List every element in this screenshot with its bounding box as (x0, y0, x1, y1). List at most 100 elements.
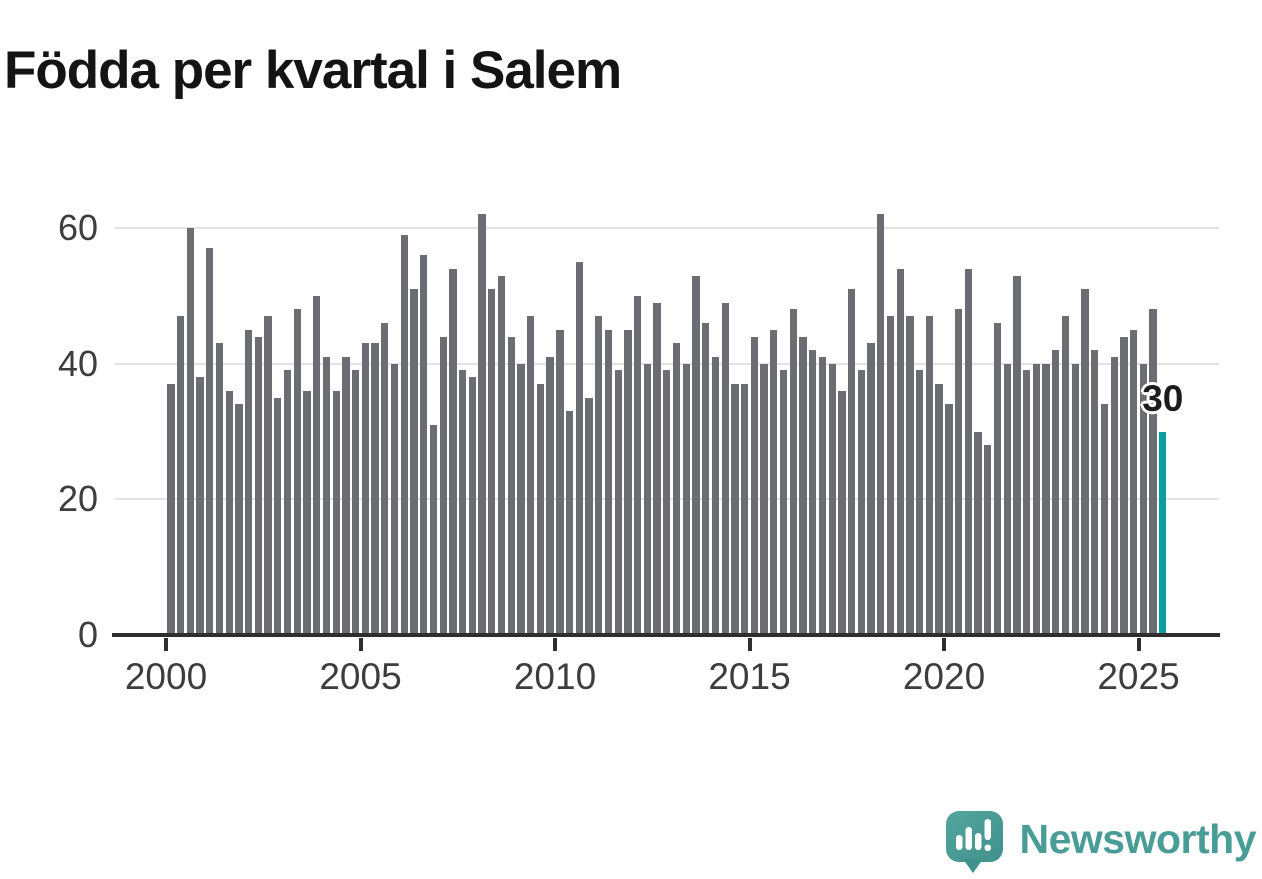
bar-2013-Q1 (672, 343, 681, 635)
bar-2010-Q1 (556, 329, 564, 635)
bar-2018-Q1 (867, 343, 875, 635)
bar-2012-Q1 (634, 295, 642, 635)
bar-2003-Q2 (293, 309, 301, 635)
x-axis-label-2005: 2005 (319, 656, 402, 697)
bar-2017-Q3 (847, 289, 856, 635)
bar-2008-Q1 (478, 214, 486, 635)
bar-2025-Q1 (1139, 363, 1147, 635)
bar-2016-Q3 (809, 350, 817, 635)
bar-2001-Q2 (215, 343, 224, 635)
bar-2020-Q1 (945, 404, 953, 635)
y-axis-label-40: 40 (57, 342, 98, 384)
bar-2001-Q1 (206, 248, 214, 635)
bar-2021-Q4 (1013, 275, 1021, 635)
bar-2018-Q2 (877, 214, 885, 635)
newsworthy-logo-icon (945, 811, 1003, 873)
bar-2021-Q1 (984, 445, 992, 635)
bar-2000-Q2 (176, 316, 185, 635)
bar-2000-Q4 (196, 377, 204, 635)
bar-2013-Q4 (702, 322, 710, 635)
bar-2011-Q1 (595, 316, 603, 635)
bar-2000-Q1 (167, 384, 175, 635)
chart-title: Födda per kvartal i Salem (4, 40, 622, 100)
bar-2023-Q1 (1061, 316, 1070, 635)
bar-2004-Q4 (351, 370, 360, 635)
bar-2009-Q4 (546, 356, 554, 635)
bar-2021-Q2 (993, 322, 1002, 635)
bar-2012-Q3 (653, 302, 661, 635)
bar-2016-Q2 (799, 336, 807, 635)
bar-2014-Q3 (731, 384, 739, 635)
x-axis-tick-2015 (747, 638, 752, 651)
x-axis-label-2000: 2000 (124, 656, 208, 697)
bar-2000-Q3 (186, 228, 194, 635)
x-axis-label-2015: 2015 (708, 656, 791, 697)
bar-2015-Q2 (760, 363, 768, 635)
bar-2007-Q1 (439, 336, 447, 635)
bar-2024-Q1 (1100, 404, 1109, 635)
bar-2002-Q1 (245, 329, 253, 635)
bar-2017-Q1 (828, 363, 836, 635)
x-axis-label-2010: 2010 (513, 656, 597, 697)
bar-2011-Q3 (614, 370, 622, 635)
bar-2006-Q3 (420, 255, 428, 635)
x-axis-label-2025: 2025 (1097, 656, 1180, 697)
bar-2024-Q3 (1120, 336, 1128, 635)
bar-2003-Q1 (283, 370, 292, 635)
bar-2007-Q4 (468, 377, 476, 635)
x-axis-tick-2010 (553, 638, 557, 651)
bar-2023-Q3 (1081, 289, 1089, 635)
bar-2012-Q4 (663, 370, 671, 635)
gridline-y-40 (115, 362, 1219, 365)
bar-2019-Q2 (916, 370, 924, 635)
brand-footer: Newsworthy (943, 809, 1257, 875)
bar-2004-Q2 (332, 390, 340, 635)
bar-2002-Q2 (254, 336, 263, 635)
bar-2014-Q4 (740, 384, 749, 635)
bar-2009-Q3 (536, 384, 545, 635)
y-axis-label-20: 20 (57, 478, 98, 520)
last-value-label: 30 (1142, 377, 1184, 419)
bar-2025-Q2 (1149, 309, 1157, 635)
bar-2011-Q4 (624, 329, 632, 635)
bar-2016-Q1 (789, 309, 797, 635)
bar-2022-Q3 (1042, 363, 1050, 635)
x-axis-tick-2020 (942, 638, 946, 651)
x-axis-label-2020: 2020 (902, 656, 986, 697)
x-axis-tick-2005 (358, 638, 363, 651)
bar-2025-Q3 (1159, 431, 1167, 635)
bar-2020-Q2 (954, 309, 963, 635)
bar-2019-Q3 (925, 316, 934, 635)
bar-2013-Q2 (682, 363, 690, 635)
bar-2015-Q1 (750, 336, 758, 635)
brand-name: Newsworthy (1019, 815, 1257, 862)
x-axis-line (112, 633, 1220, 637)
bar-2022-Q4 (1052, 350, 1060, 635)
bar-2023-Q2 (1071, 363, 1079, 635)
bar-2001-Q3 (225, 390, 233, 635)
bar-2024-Q4 (1129, 329, 1138, 635)
bar-2003-Q3 (303, 390, 311, 635)
x-axis-tick-2025 (1136, 638, 1141, 651)
bar-2012-Q2 (643, 363, 652, 635)
bar-2002-Q4 (274, 397, 282, 635)
bar-2024-Q2 (1110, 356, 1118, 635)
bar-2017-Q2 (838, 390, 846, 635)
bar-2021-Q3 (1003, 363, 1011, 635)
bar-2019-Q1 (906, 316, 914, 635)
bar-2007-Q2 (449, 268, 457, 635)
bar-2005-Q2 (371, 343, 379, 635)
bar-2001-Q4 (235, 404, 243, 635)
bar-2016-Q4 (818, 356, 827, 635)
bar-2006-Q1 (400, 234, 408, 635)
bar-2008-Q2 (488, 289, 496, 635)
bar-2018-Q3 (886, 316, 895, 635)
bar-2008-Q4 (507, 336, 515, 635)
bar-2002-Q3 (264, 316, 272, 635)
bar-2006-Q4 (429, 424, 438, 635)
bar-2015-Q3 (770, 329, 778, 635)
y-axis-label-0: 0 (77, 614, 98, 655)
bar-2015-Q4 (779, 370, 788, 635)
bar-2005-Q1 (361, 343, 369, 635)
